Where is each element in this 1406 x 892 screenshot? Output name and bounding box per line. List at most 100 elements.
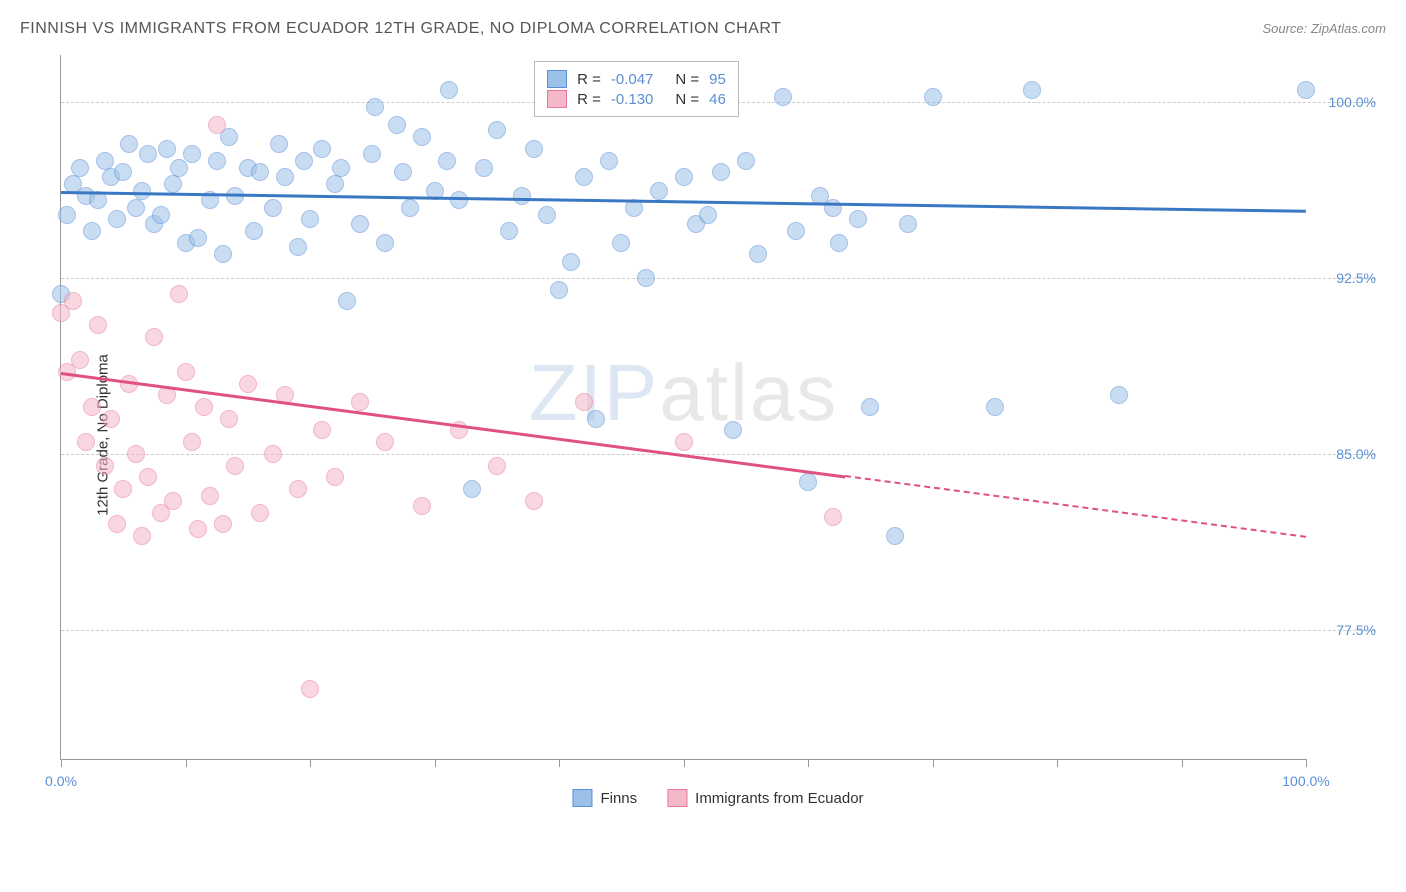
data-point	[488, 457, 506, 475]
data-point	[637, 269, 655, 287]
x-tick	[186, 759, 187, 767]
swatch-ecuador	[667, 789, 687, 807]
source-prefix: Source:	[1262, 21, 1310, 36]
legend-label-finns: Finns	[600, 790, 637, 807]
data-point	[264, 199, 282, 217]
data-point	[276, 168, 294, 186]
y-tick-label: 77.5%	[1316, 622, 1376, 638]
trend-line	[61, 191, 1306, 212]
data-point	[158, 140, 176, 158]
data-point	[401, 199, 419, 217]
y-tick-label: 92.5%	[1316, 270, 1376, 286]
data-point	[351, 215, 369, 233]
data-point	[787, 222, 805, 240]
data-point	[388, 116, 406, 134]
data-point	[77, 433, 95, 451]
data-point	[71, 351, 89, 369]
data-point	[183, 433, 201, 451]
y-tick-label: 100.0%	[1316, 94, 1376, 110]
swatch-finns	[572, 789, 592, 807]
data-point	[500, 222, 518, 240]
x-tick	[435, 759, 436, 767]
data-point	[587, 410, 605, 428]
stats-n-value: 46	[709, 91, 726, 108]
data-point	[363, 145, 381, 163]
data-point	[376, 234, 394, 252]
data-point	[724, 421, 742, 439]
x-tick	[61, 759, 62, 767]
legend-item-ecuador: Immigrants from Ecuador	[667, 789, 863, 807]
data-point	[133, 527, 151, 545]
x-tick	[933, 759, 934, 767]
data-point	[413, 497, 431, 515]
x-tick	[684, 759, 685, 767]
data-point	[824, 508, 842, 526]
data-point	[208, 152, 226, 170]
data-point	[133, 182, 151, 200]
data-point	[376, 433, 394, 451]
x-tick	[808, 759, 809, 767]
stats-n-label: N =	[675, 91, 699, 108]
data-point	[295, 152, 313, 170]
data-point	[239, 375, 257, 393]
data-point	[313, 421, 331, 439]
data-point	[214, 245, 232, 263]
data-point	[899, 215, 917, 233]
plot-area: ZIPatlas 77.5%85.0%92.5%100.0%0.0%100.0%…	[60, 55, 1306, 760]
data-point	[924, 88, 942, 106]
title-bar: FINNISH VS IMMIGRANTS FROM ECUADOR 12TH …	[20, 20, 1386, 38]
data-point	[83, 398, 101, 416]
data-point	[64, 292, 82, 310]
data-point	[177, 363, 195, 381]
data-point	[1297, 81, 1315, 99]
data-point	[164, 175, 182, 193]
data-point	[440, 81, 458, 99]
x-tick	[310, 759, 311, 767]
y-tick-label: 85.0%	[1316, 446, 1376, 462]
data-point	[986, 398, 1004, 416]
data-point	[332, 159, 350, 177]
data-point	[139, 468, 157, 486]
data-point	[575, 168, 593, 186]
x-tick-label: 100.0%	[1282, 773, 1329, 789]
stats-r-label: R =	[577, 71, 601, 88]
data-point	[264, 445, 282, 463]
data-point	[450, 191, 468, 209]
data-point	[712, 163, 730, 181]
legend-item-finns: Finns	[572, 789, 637, 807]
grid-line	[61, 278, 1376, 279]
data-point	[525, 492, 543, 510]
data-point	[861, 398, 879, 416]
stats-n-label: N =	[675, 71, 699, 88]
stats-r-value: -0.130	[611, 91, 654, 108]
watermark-thin: atlas	[659, 348, 838, 437]
data-point	[114, 480, 132, 498]
data-point	[145, 328, 163, 346]
data-point	[195, 398, 213, 416]
data-point	[438, 152, 456, 170]
data-point	[326, 175, 344, 193]
stats-box: R =-0.047N =95R =-0.130N =46	[534, 61, 739, 117]
stats-row: R =-0.130N =46	[547, 90, 726, 108]
data-point	[164, 492, 182, 510]
data-point	[108, 515, 126, 533]
data-point	[600, 152, 618, 170]
data-point	[251, 163, 269, 181]
stats-n-value: 95	[709, 71, 726, 88]
data-point	[58, 206, 76, 224]
data-point	[270, 135, 288, 153]
data-point	[774, 88, 792, 106]
data-point	[102, 410, 120, 428]
data-point	[220, 410, 238, 428]
x-tick-label: 0.0%	[45, 773, 77, 789]
data-point	[245, 222, 263, 240]
legend-label-ecuador: Immigrants from Ecuador	[695, 790, 863, 807]
data-point	[96, 457, 114, 475]
source-name: ZipAtlas.com	[1311, 21, 1386, 36]
data-point	[799, 473, 817, 491]
watermark: ZIPatlas	[529, 347, 838, 439]
data-point	[226, 457, 244, 475]
data-point	[183, 145, 201, 163]
data-point	[208, 116, 226, 134]
data-point	[338, 292, 356, 310]
